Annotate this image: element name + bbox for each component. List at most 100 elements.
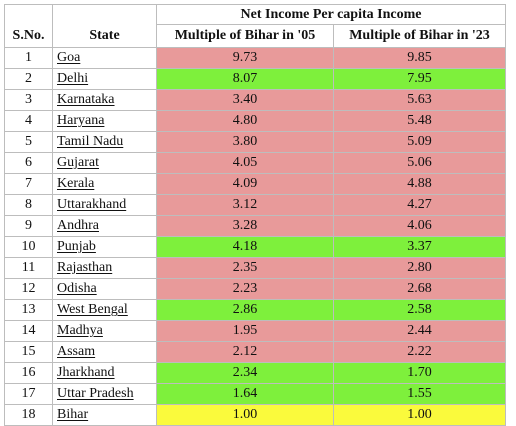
- value-2023-cell: 2.68: [333, 278, 506, 300]
- sno-cell: 18: [4, 404, 53, 426]
- table-row: 4 Haryana 4.80 5.48: [4, 110, 506, 132]
- table-row: 17 Uttar Pradesh 1.64 1.55: [4, 383, 506, 405]
- col23-header: Multiple of Bihar in '23: [333, 24, 506, 48]
- value-2023-cell: 4.06: [333, 215, 506, 237]
- value-2005-cell: 4.09: [156, 173, 334, 195]
- value-2023-cell: 9.85: [333, 47, 506, 69]
- table-row: 11 Rajasthan 2.35 2.80: [4, 257, 506, 279]
- value-2023-cell: 2.22: [333, 341, 506, 363]
- table-row: 3 Karnataka 3.40 5.63: [4, 89, 506, 111]
- sno-header: S.No.: [4, 24, 53, 48]
- table-header: Net Income Per capita Income S.No. State…: [4, 4, 506, 48]
- value-2023-cell: 4.88: [333, 173, 506, 195]
- col05-header: Multiple of Bihar in '05: [156, 24, 334, 48]
- sno-cell: 9: [4, 215, 53, 237]
- value-2023-cell: 5.06: [333, 152, 506, 174]
- value-2023-cell: 3.37: [333, 236, 506, 258]
- sno-cell: 17: [4, 383, 53, 405]
- sno-cell: 7: [4, 173, 53, 195]
- table-body: 1 Goa 9.73 9.85 2 Delhi 8.07 7.95 3 Karnataka 3.40…: [4, 47, 506, 426]
- sno-cell: 12: [4, 278, 53, 300]
- sno-cell: 4: [4, 110, 53, 132]
- state-link[interactable]: West Bengal: [52, 299, 157, 321]
- state-link[interactable]: Uttarakhand: [52, 194, 157, 216]
- group-title: Net Income Per capita Income: [156, 4, 506, 25]
- state-link[interactable]: Karnataka: [52, 89, 157, 111]
- value-2023-cell: 2.44: [333, 320, 506, 342]
- table-row: 7 Kerala 4.09 4.88: [4, 173, 506, 195]
- table-row: 18 Bihar 1.00 1.00: [4, 404, 506, 426]
- state-link[interactable]: Punjab: [52, 236, 157, 258]
- sno-cell: 16: [4, 362, 53, 384]
- value-2005-cell: 8.07: [156, 68, 334, 90]
- table-row: 10 Punjab 4.18 3.37: [4, 236, 506, 258]
- state-link[interactable]: Odisha: [52, 278, 157, 300]
- sno-cell: 10: [4, 236, 53, 258]
- table-row: 2 Delhi 8.07 7.95: [4, 68, 506, 90]
- value-2023-cell: 1.00: [333, 404, 506, 426]
- table-row: 8 Uttarakhand 3.12 4.27: [4, 194, 506, 216]
- value-2005-cell: 1.95: [156, 320, 334, 342]
- sno-cell: 15: [4, 341, 53, 363]
- value-2005-cell: 2.23: [156, 278, 334, 300]
- state-link[interactable]: Assam: [52, 341, 157, 363]
- table-row: 16 Jharkhand 2.34 1.70: [4, 362, 506, 384]
- sno-cell: 6: [4, 152, 53, 174]
- value-2005-cell: 2.12: [156, 341, 334, 363]
- state-link[interactable]: Jharkhand: [52, 362, 157, 384]
- state-link[interactable]: Kerala: [52, 173, 157, 195]
- value-2023-cell: 1.55: [333, 383, 506, 405]
- state-link[interactable]: Bihar: [52, 404, 157, 426]
- value-2023-cell: 7.95: [333, 68, 506, 90]
- value-2023-cell: 2.80: [333, 257, 506, 279]
- value-2023-cell: 4.27: [333, 194, 506, 216]
- value-2005-cell: 4.80: [156, 110, 334, 132]
- value-2005-cell: 4.05: [156, 152, 334, 174]
- header-row-group: Net Income Per capita Income: [4, 4, 506, 25]
- sno-cell: 5: [4, 131, 53, 153]
- value-2005-cell: 3.80: [156, 131, 334, 153]
- table-row: 6 Gujarat 4.05 5.06: [4, 152, 506, 174]
- state-header: State: [52, 24, 157, 48]
- header-row-columns: S.No. State Multiple of Bihar in '05 Mul…: [4, 24, 506, 48]
- state-link[interactable]: Goa: [52, 47, 157, 69]
- sno-cell: 14: [4, 320, 53, 342]
- state-link[interactable]: Madhya: [52, 320, 157, 342]
- table-row: 15 Assam 2.12 2.22: [4, 341, 506, 363]
- sno-cell: 11: [4, 257, 53, 279]
- sno-cell: 1: [4, 47, 53, 69]
- sno-cell: 3: [4, 89, 53, 111]
- value-2005-cell: 3.40: [156, 89, 334, 111]
- state-link[interactable]: Haryana: [52, 110, 157, 132]
- value-2005-cell: 3.12: [156, 194, 334, 216]
- value-2023-cell: 5.63: [333, 89, 506, 111]
- table-row: 1 Goa 9.73 9.85: [4, 47, 506, 69]
- sno-cell: 8: [4, 194, 53, 216]
- value-2005-cell: 1.64: [156, 383, 334, 405]
- value-2005-cell: 2.35: [156, 257, 334, 279]
- sno-cell: 2: [4, 68, 53, 90]
- state-link[interactable]: Tamil Nadu: [52, 131, 157, 153]
- state-link[interactable]: Andhra: [52, 215, 157, 237]
- value-2005-cell: 1.00: [156, 404, 334, 426]
- table-row: 9 Andhra 3.28 4.06: [4, 215, 506, 237]
- table-row: 5 Tamil Nadu 3.80 5.09: [4, 131, 506, 153]
- state-link[interactable]: Rajasthan: [52, 257, 157, 279]
- value-2005-cell: 4.18: [156, 236, 334, 258]
- value-2005-cell: 2.34: [156, 362, 334, 384]
- income-comparison-table: Net Income Per capita Income S.No. State…: [4, 4, 506, 426]
- state-link[interactable]: Delhi: [52, 68, 157, 90]
- value-2023-cell: 5.48: [333, 110, 506, 132]
- table-row: 14 Madhya 1.95 2.44: [4, 320, 506, 342]
- table-row: 12 Odisha 2.23 2.68: [4, 278, 506, 300]
- state-link[interactable]: Uttar Pradesh: [52, 383, 157, 405]
- header-blank-cell: [52, 4, 157, 25]
- sno-cell: 13: [4, 299, 53, 321]
- value-2005-cell: 3.28: [156, 215, 334, 237]
- header-blank-cell: [4, 4, 53, 25]
- value-2005-cell: 2.86: [156, 299, 334, 321]
- state-link[interactable]: Gujarat: [52, 152, 157, 174]
- value-2023-cell: 5.09: [333, 131, 506, 153]
- value-2005-cell: 9.73: [156, 47, 334, 69]
- value-2023-cell: 1.70: [333, 362, 506, 384]
